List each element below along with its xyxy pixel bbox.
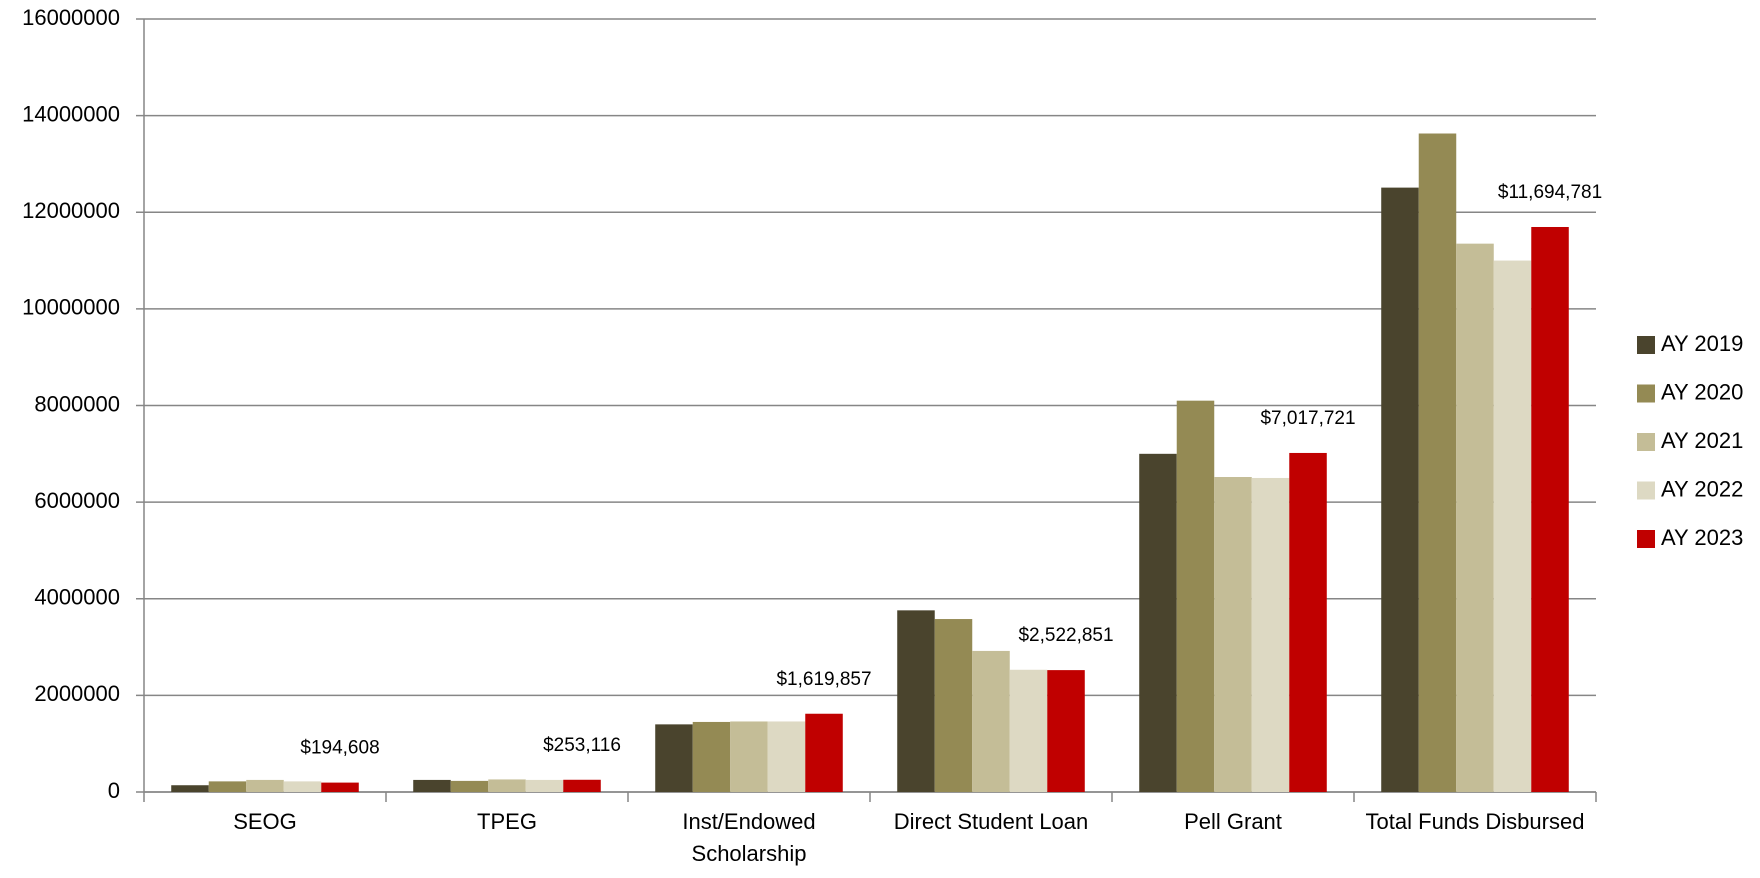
bar [283,781,322,792]
y-tick-label: 8000000 [34,391,120,416]
legend-label: AY 2022 [1661,476,1743,501]
x-tick-label: Pell Grant [1184,809,1282,834]
bar [1493,260,1532,792]
bar [488,779,526,792]
bar [1531,226,1569,792]
bar [1047,670,1085,792]
legend-swatch [1637,433,1655,451]
bar [246,779,284,792]
bar [1009,669,1048,792]
bar [1214,477,1252,792]
y-tick-label: 6000000 [34,488,120,513]
y-tick-label: 2000000 [34,681,120,706]
legend-label: AY 2023 [1661,525,1743,550]
bar [1381,187,1419,793]
legend-label: AY 2021 [1661,428,1743,453]
legend-swatch [1637,384,1655,403]
x-tick-label: Direct Student Loan [893,809,1089,834]
bar [730,721,768,792]
bar [1418,133,1457,793]
legend-label: AY 2020 [1661,379,1743,404]
legend-swatch [1637,336,1655,354]
y-tick-label: 16000000 [22,5,120,30]
bar [208,781,247,792]
bar [1251,477,1290,792]
x-tick-label: Inst/Endowed Scholarship [682,809,816,866]
bar [525,779,564,792]
data-label: $1,619,857 [776,669,871,690]
data-label: $2,522,851 [1018,625,1113,646]
bar [563,779,601,792]
bar [767,721,806,792]
bar [1139,453,1177,792]
data-label: $194,608 [300,738,379,759]
bar [1176,400,1215,792]
x-tick-label: SEOG [233,809,297,834]
bar [321,782,359,792]
bar [1456,243,1494,792]
data-label: $7,017,721 [1260,408,1355,429]
data-label: $11,694,781 [1498,182,1602,203]
legend-label: AY 2019 [1661,331,1743,356]
bar [450,780,489,792]
x-tick-label: Total Funds Disbursed [1365,809,1585,834]
data-label: $253,116 [543,735,621,756]
y-tick-label: 14000000 [22,101,120,126]
y-tick-label: 10000000 [22,295,120,320]
legend-swatch [1637,481,1655,500]
legend-swatch [1637,530,1655,548]
bar [934,619,973,792]
x-tick-label: TPEG [477,809,537,834]
y-tick-label: 0 [108,778,120,803]
y-tick-label: 12000000 [22,198,120,223]
bar [171,785,209,792]
bar [1289,452,1327,792]
bar [972,650,1010,792]
bar [897,610,935,792]
bar [805,713,843,792]
y-tick-label: 4000000 [34,585,120,610]
bar [655,724,693,792]
bar [692,721,731,792]
bar [413,779,451,792]
